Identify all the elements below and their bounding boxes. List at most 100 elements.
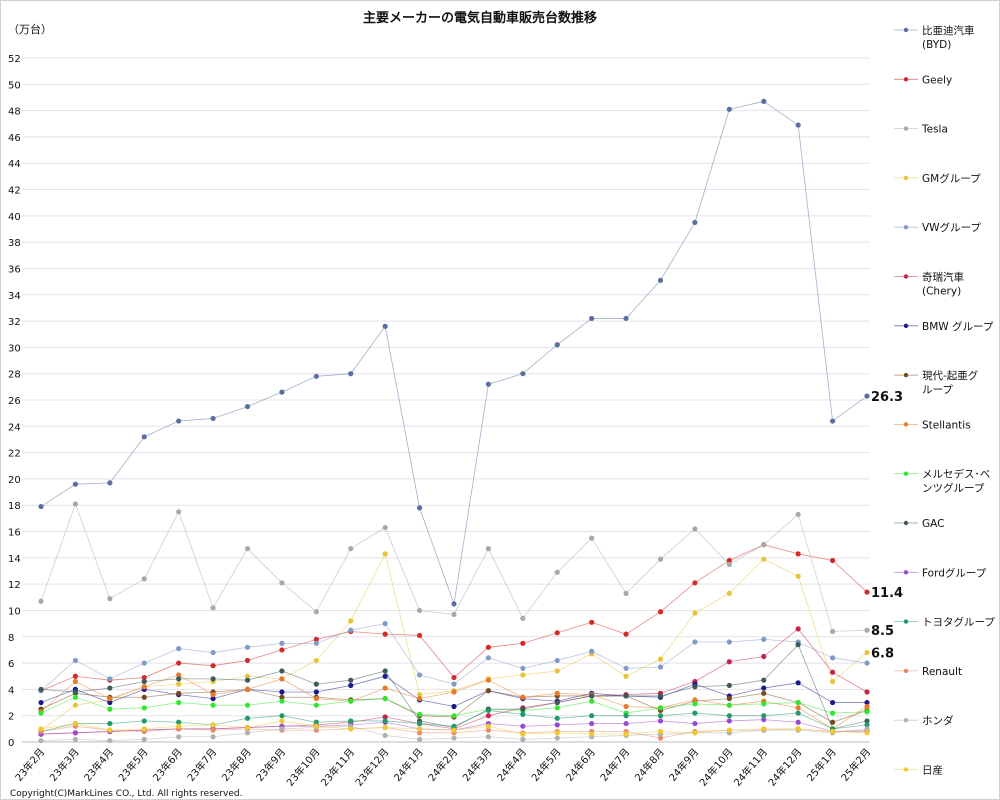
data-point bbox=[244, 686, 251, 692]
legend-marker bbox=[903, 126, 909, 131]
legend-marker bbox=[903, 422, 909, 427]
legend-label: Stellantis bbox=[922, 419, 971, 431]
y-tick-label: 14 bbox=[8, 554, 21, 565]
data-point bbox=[348, 546, 354, 552]
data-point bbox=[348, 677, 354, 683]
data-point bbox=[795, 710, 801, 716]
data-point bbox=[657, 656, 664, 662]
data-point bbox=[451, 689, 457, 695]
data-point bbox=[210, 695, 216, 702]
data-point bbox=[382, 695, 388, 702]
data-point bbox=[554, 690, 560, 696]
data-point bbox=[657, 609, 664, 615]
y-tick-label: 28 bbox=[8, 370, 21, 381]
data-point bbox=[210, 415, 216, 422]
data-point bbox=[416, 726, 423, 732]
data-point bbox=[382, 551, 388, 557]
data-point bbox=[107, 596, 113, 602]
data-point bbox=[313, 719, 319, 725]
data-point bbox=[485, 727, 492, 733]
data-point bbox=[107, 695, 113, 702]
x-tick-label: 24年4月 bbox=[494, 746, 529, 784]
data-point bbox=[451, 723, 457, 729]
data-point bbox=[416, 695, 423, 702]
data-point bbox=[107, 738, 113, 744]
data-point bbox=[38, 598, 44, 604]
legend-marker bbox=[903, 718, 909, 723]
data-point bbox=[761, 542, 767, 548]
data-point bbox=[107, 685, 113, 691]
data-point bbox=[244, 677, 251, 683]
data-point bbox=[279, 640, 285, 646]
legend-label: 現代-起亜グ bbox=[922, 369, 979, 382]
data-point bbox=[692, 697, 698, 703]
x-tick-label: 24年6月 bbox=[563, 746, 598, 784]
y-tick-label: 42 bbox=[8, 186, 21, 197]
data-point bbox=[829, 557, 836, 564]
x-tick-label: 24年1月 bbox=[391, 746, 426, 784]
data-point bbox=[279, 389, 285, 395]
data-point bbox=[141, 660, 147, 666]
data-point bbox=[692, 730, 698, 736]
y-tick-label: 0 bbox=[8, 738, 14, 749]
data-point bbox=[141, 678, 147, 685]
data-point bbox=[761, 636, 767, 643]
data-point bbox=[795, 680, 801, 686]
legend-marker bbox=[903, 619, 909, 624]
end-value-label: 8.5 bbox=[871, 624, 894, 639]
data-point bbox=[761, 653, 767, 660]
legend-label: Renault bbox=[922, 666, 962, 678]
legend-marker bbox=[903, 77, 909, 82]
data-point bbox=[726, 659, 732, 665]
data-point bbox=[279, 689, 285, 695]
data-point bbox=[313, 657, 319, 664]
data-point bbox=[244, 644, 251, 650]
data-point bbox=[107, 706, 113, 712]
data-point bbox=[623, 315, 629, 322]
data-point bbox=[761, 685, 767, 691]
x-tick-label: 23年3月 bbox=[47, 746, 82, 784]
data-point bbox=[829, 710, 836, 716]
legend-marker bbox=[903, 225, 909, 230]
data-point bbox=[657, 718, 664, 724]
data-point bbox=[451, 735, 457, 741]
data-point bbox=[176, 734, 182, 740]
x-tick-label: 23年11月 bbox=[318, 746, 357, 789]
data-point bbox=[107, 699, 113, 706]
data-point bbox=[692, 526, 698, 532]
y-tick-label: 34 bbox=[8, 291, 21, 302]
data-point bbox=[141, 684, 147, 690]
data-point bbox=[657, 705, 664, 711]
data-point bbox=[141, 705, 147, 711]
data-point bbox=[795, 719, 801, 725]
data-point bbox=[761, 701, 767, 707]
data-point bbox=[657, 556, 664, 562]
data-point bbox=[589, 648, 595, 654]
data-point bbox=[416, 632, 423, 639]
data-point bbox=[795, 573, 801, 579]
data-point bbox=[864, 722, 870, 728]
data-point bbox=[382, 323, 388, 329]
y-tick-label: 12 bbox=[8, 580, 21, 591]
data-point bbox=[279, 668, 285, 674]
data-point bbox=[279, 580, 285, 586]
data-point bbox=[623, 631, 629, 637]
data-point bbox=[864, 589, 870, 595]
x-tick-label: 23年7月 bbox=[184, 746, 219, 784]
copyright: Copyright(C)MarkLines CO., Ltd. All righ… bbox=[10, 789, 242, 799]
data-point bbox=[382, 724, 388, 731]
y-tick-label: 16 bbox=[8, 528, 21, 539]
data-point bbox=[382, 631, 388, 637]
data-point bbox=[589, 720, 595, 727]
data-point bbox=[382, 621, 388, 627]
data-point bbox=[176, 681, 182, 687]
y-tick-label: 40 bbox=[8, 212, 21, 223]
data-point bbox=[176, 723, 182, 729]
x-tick-label: 24年5月 bbox=[528, 746, 563, 784]
y-tick-label: 44 bbox=[8, 159, 21, 170]
legend-marker bbox=[903, 372, 909, 378]
data-point bbox=[623, 703, 629, 710]
y-tick-label: 24 bbox=[8, 422, 21, 433]
data-point bbox=[210, 727, 216, 733]
data-point bbox=[554, 668, 560, 674]
